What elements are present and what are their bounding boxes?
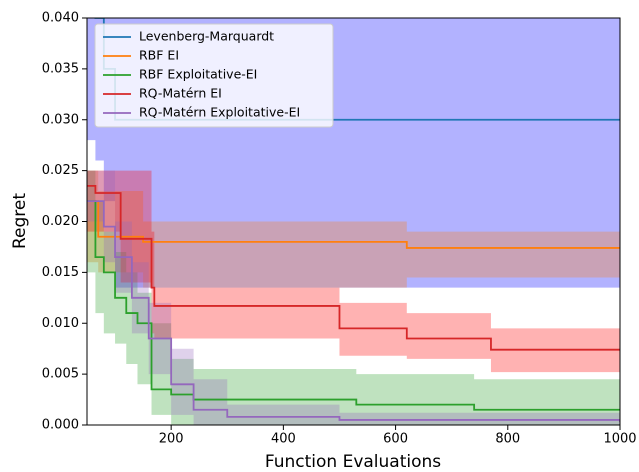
x-tick-label: 1000: [603, 432, 636, 447]
series-line: [87, 200, 620, 411]
legend-label: RBF EI: [139, 48, 179, 63]
confidence-band: [87, 170, 620, 373]
series-line: [87, 200, 620, 422]
legend-label: Levenberg-Marquardt: [139, 29, 274, 44]
y-tick-label: 0.000: [42, 418, 79, 433]
confidence-band: [87, 170, 620, 425]
y-tick-label: 0.005: [42, 367, 79, 382]
legend-label: RQ-Matérn Exploitative-EI: [139, 105, 300, 120]
y-tick-label: 0.040: [42, 11, 79, 26]
series-line: [87, 184, 620, 351]
x-tick-label: 800: [495, 432, 520, 447]
confidence-band: [87, 170, 620, 288]
x-tick-label: 400: [271, 432, 296, 447]
y-tick-label: 0.030: [42, 112, 79, 127]
y-tick-label: 0.035: [42, 61, 79, 76]
legend-box: [94, 23, 334, 128]
y-tick-label: 0.010: [42, 316, 79, 331]
legend-label: RQ-Matérn EI: [139, 86, 222, 101]
legend-label: RBF Exploitative-EI: [139, 67, 257, 82]
y-axis-label: Regret: [10, 193, 30, 249]
y-tick-label: 0.020: [42, 214, 79, 229]
y-tick-label: 0.015: [42, 265, 79, 280]
y-tick-label: 0.025: [42, 163, 79, 178]
x-axis-label: Function Evaluations: [265, 452, 441, 472]
x-tick-label: 600: [383, 432, 408, 447]
x-tick-label: 200: [159, 432, 184, 447]
